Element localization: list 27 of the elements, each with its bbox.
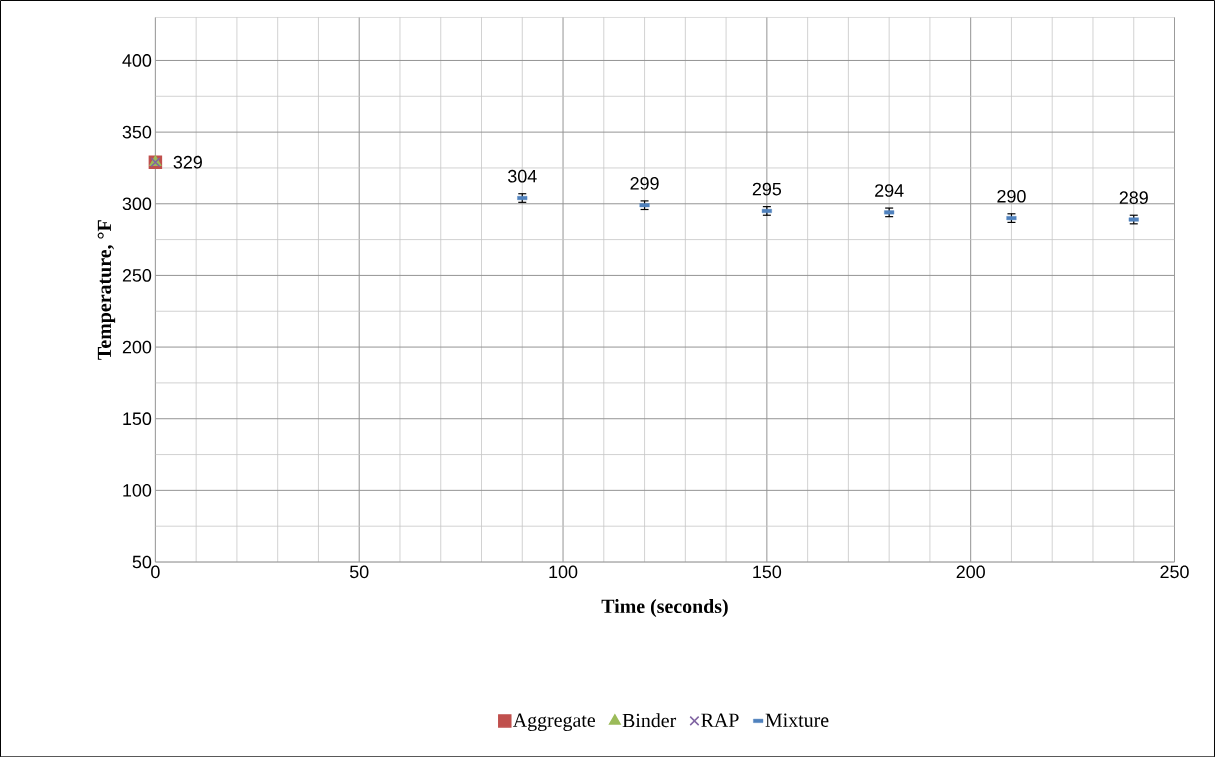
legend-label: Aggregate (512, 713, 595, 731)
y-tick-label: 200 (122, 340, 152, 354)
x-tick-label: 100 (549, 565, 578, 579)
x-tick-label: 200 (956, 565, 985, 579)
legend-label: Binder (622, 713, 677, 728)
x-tick-label: 150 (753, 565, 782, 579)
data-label: 299 (630, 176, 659, 190)
data-label: 294 (875, 183, 904, 197)
legend-label: RAP (701, 713, 739, 727)
data-label: 289 (1119, 191, 1148, 204)
y-axis-title: Temperature, °F (97, 220, 116, 360)
legend-label: Mixture (765, 713, 829, 727)
data-label: 304 (508, 169, 537, 183)
y-tick-label: 400 (122, 53, 152, 67)
x-tick-label: 50 (349, 565, 369, 579)
x-tick-label: 250 (1160, 565, 1189, 579)
y-tick-label: 350 (122, 125, 152, 139)
data-label: 290 (997, 189, 1026, 203)
x-tick-label: 0 (151, 565, 160, 579)
data-label: 329 (173, 155, 202, 169)
x-axis-title: Time (seconds) (601, 598, 728, 617)
y-tick-label: 300 (122, 197, 152, 210)
y-tick-label: 100 (123, 483, 152, 497)
y-tick-label: 150 (123, 412, 152, 425)
y-tick-label: 250 (122, 268, 152, 282)
data-label: 295 (752, 182, 782, 196)
y-tick-label: 50 (132, 555, 152, 569)
